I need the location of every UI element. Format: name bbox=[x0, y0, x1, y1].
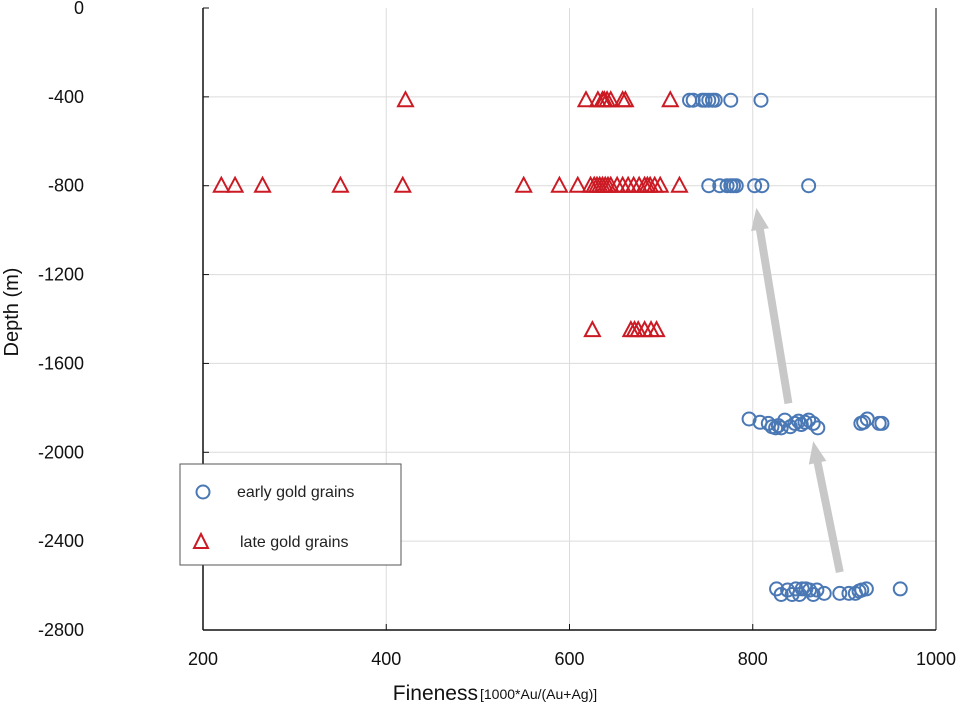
x-tick-label: 400 bbox=[371, 649, 401, 669]
late-gold-point bbox=[225, 175, 245, 193]
late-gold-point bbox=[601, 90, 620, 108]
x-tick-label: 200 bbox=[188, 649, 218, 669]
late-gold-point bbox=[647, 319, 666, 338]
late-gold-point bbox=[514, 175, 533, 193]
late-gold-point bbox=[253, 175, 272, 193]
x-axis-label: Fineness bbox=[393, 682, 478, 705]
x-tick-label: 600 bbox=[554, 649, 584, 669]
early-gold-point bbox=[802, 582, 818, 598]
late-gold-point bbox=[616, 90, 635, 108]
early-gold-point bbox=[754, 178, 770, 194]
legend-box bbox=[179, 463, 402, 566]
early-gold-point bbox=[805, 586, 821, 602]
early-gold-point bbox=[701, 178, 717, 194]
early-gold-point bbox=[858, 581, 874, 597]
early-gold-point bbox=[874, 415, 890, 431]
y-tick-label: -1200 bbox=[38, 265, 84, 285]
late-gold-point bbox=[550, 175, 569, 193]
y-tick-labels: 0 -400 -800 -1200 -1600 -2000 -2400 -2800 bbox=[38, 0, 84, 640]
x-tick-labels: 200 400 600 800 1000 bbox=[188, 649, 956, 669]
trend-arrow bbox=[751, 207, 793, 405]
early-gold-point bbox=[723, 92, 739, 108]
late-gold-point bbox=[568, 175, 587, 193]
late-gold-point bbox=[212, 175, 231, 193]
grid-lines bbox=[203, 8, 936, 630]
early-gold-point bbox=[892, 581, 908, 597]
y-tick-label: -2400 bbox=[38, 531, 84, 551]
x-axis-label-suffix: [1000*Au/(Au+Ag)] bbox=[480, 686, 597, 702]
early-gold-point bbox=[810, 420, 826, 436]
early-gold-point bbox=[685, 92, 701, 108]
early-gold-point bbox=[856, 414, 872, 430]
early-gold-point bbox=[760, 415, 776, 431]
early-gold-point bbox=[801, 178, 817, 194]
data-points bbox=[212, 90, 908, 602]
early-gold-point bbox=[816, 585, 832, 601]
late-gold-point bbox=[661, 90, 680, 108]
late-gold-point bbox=[393, 175, 412, 193]
y-tick-label: -1600 bbox=[38, 353, 84, 373]
early-gold-point bbox=[773, 420, 789, 436]
late-gold-point bbox=[331, 175, 350, 193]
early-gold-point bbox=[809, 582, 825, 598]
early-gold-point bbox=[753, 92, 769, 108]
late-gold-point bbox=[583, 319, 602, 338]
legend-early-label: early gold grains bbox=[237, 484, 354, 501]
early-gold-point bbox=[707, 92, 723, 108]
y-tick-label: -2000 bbox=[38, 442, 84, 462]
trend-arrows bbox=[751, 207, 844, 573]
early-gold-point bbox=[832, 585, 848, 601]
late-gold-point bbox=[576, 90, 596, 108]
y-tick-label: -800 bbox=[48, 176, 84, 196]
y-axis-label: Depth (m) bbox=[1, 268, 23, 357]
early-gold-point bbox=[791, 413, 807, 429]
late-gold-point bbox=[651, 175, 670, 193]
y-tick-label: 0 bbox=[74, 0, 84, 18]
y-tick-label: -2800 bbox=[38, 620, 84, 640]
legend: early gold grains late gold grains bbox=[179, 463, 402, 566]
early-gold-point bbox=[747, 178, 763, 194]
early-gold-point bbox=[728, 178, 744, 194]
x-axis-label-main: Fineness bbox=[393, 682, 478, 705]
legend-early-marker bbox=[195, 484, 211, 500]
x-tick-label: 800 bbox=[738, 649, 768, 669]
trend-arrow bbox=[808, 441, 844, 573]
early-gold-point bbox=[805, 415, 821, 431]
y-tick-label: -400 bbox=[48, 87, 84, 107]
late-gold-point bbox=[670, 175, 689, 193]
early-gold-point bbox=[768, 420, 784, 436]
x-tick-label: 1000 bbox=[916, 649, 956, 669]
legend-late-marker bbox=[192, 531, 210, 549]
late-gold-point bbox=[396, 90, 415, 108]
legend-late-label: late gold grains bbox=[240, 534, 349, 551]
